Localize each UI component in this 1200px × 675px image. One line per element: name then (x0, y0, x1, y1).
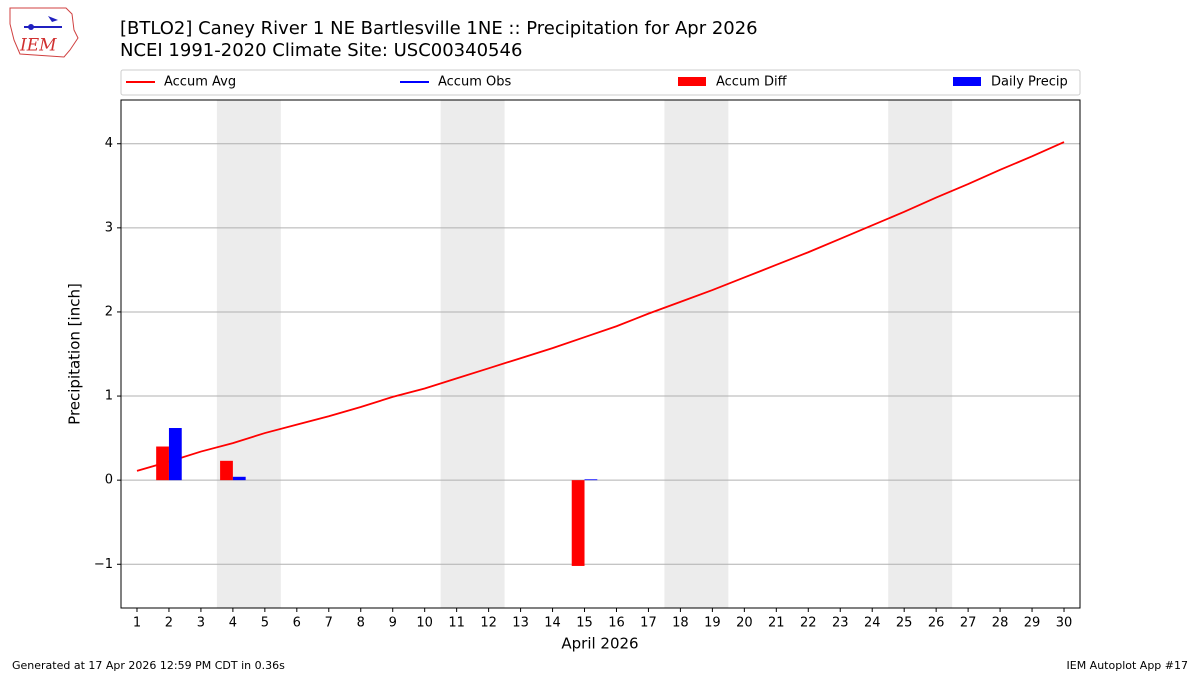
plot-area (121, 100, 1080, 608)
x-tick-label: 15 (576, 616, 593, 631)
x-tick-label: 28 (992, 616, 1009, 631)
x-tick-label: 16 (608, 616, 625, 631)
chart-title: [BTLO2] Caney River 1 NE Bartlesville 1N… (120, 18, 758, 39)
y-tick-label: 2 (105, 304, 113, 319)
x-tick-label: 8 (357, 616, 365, 631)
x-tick-label: 19 (704, 616, 721, 631)
x-tick-label: 6 (293, 616, 301, 631)
legend-label: Accum Diff (716, 75, 788, 90)
plot-frame (120, 99, 1081, 609)
legend-label: Daily Precip (991, 75, 1068, 90)
y-tick-label: 0 (105, 473, 113, 488)
y-axis-label: Precipitation [inch] (66, 283, 84, 425)
y-tick-label: 4 (105, 136, 113, 151)
legend-label: Accum Obs (438, 75, 511, 90)
x-tick-label: 7 (325, 616, 333, 631)
x-tick-label: 2 (165, 616, 173, 631)
x-tick-label: 11 (448, 616, 465, 631)
weekend-band (888, 100, 953, 608)
x-tick-label: 10 (416, 616, 433, 631)
x-tick-label: 22 (800, 616, 817, 631)
x-tick-label: 24 (864, 616, 881, 631)
footer-right: IEM Autoplot App #17 (1067, 659, 1189, 672)
x-tick-label: 1 (133, 616, 141, 631)
x-tick-label: 14 (544, 616, 561, 631)
x-tick-label: 23 (832, 616, 849, 631)
y-tick-label: −1 (94, 557, 113, 572)
x-tick-label: 18 (672, 616, 689, 631)
x-axis-label: April 2026 (561, 635, 638, 653)
y-tick-label: 3 (105, 220, 113, 235)
x-tick-label: 9 (389, 616, 397, 631)
weekend-band (440, 100, 505, 608)
chart-subtitle: NCEI 1991-2020 Climate Site: USC00340546 (120, 40, 522, 61)
bar (220, 460, 233, 481)
x-tick-label: 29 (1024, 616, 1041, 631)
x-tick-label: 26 (928, 616, 945, 631)
x-tick-label: 27 (960, 616, 977, 631)
bar (232, 476, 246, 481)
bar (156, 446, 169, 481)
x-tick-label: 12 (480, 616, 497, 631)
x-tick-label: 4 (229, 616, 237, 631)
x-tick-label: 25 (896, 616, 913, 631)
legend-box (120, 69, 1081, 96)
legend-swatch (678, 77, 706, 86)
x-tick-label: 17 (640, 616, 657, 631)
x-tick-label: 21 (768, 616, 785, 631)
bar (168, 428, 182, 481)
y-tick-label: 1 (105, 389, 113, 404)
series-line (136, 141, 1065, 472)
x-tick-label: 5 (261, 616, 269, 631)
footer-left: Generated at 17 Apr 2026 12:59 PM CDT in… (12, 659, 285, 672)
x-tick-label: 20 (736, 616, 753, 631)
bar (584, 479, 598, 481)
x-tick-label: 13 (512, 616, 529, 631)
x-tick-label: 30 (1056, 616, 1073, 631)
weekend-band (664, 100, 729, 608)
bar (571, 480, 585, 566)
logo-text: IEM (19, 36, 57, 56)
logo: IEM (9, 7, 79, 58)
weekend-band (216, 100, 281, 608)
legend-swatch (953, 77, 981, 86)
x-tick-label: 3 (197, 616, 205, 631)
legend-label: Accum Avg (164, 75, 236, 90)
